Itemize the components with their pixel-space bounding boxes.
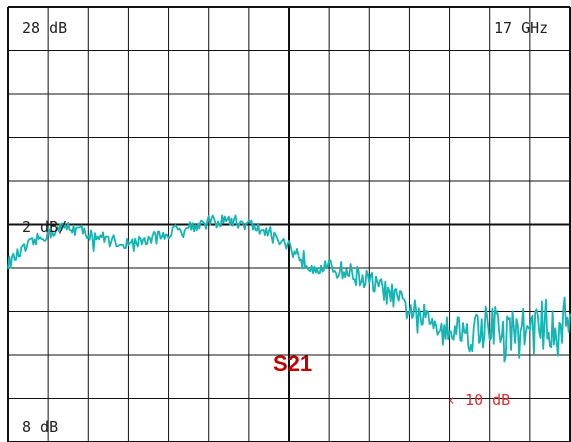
top-right-label: 17 GHz xyxy=(494,19,548,37)
trace-name: S21 xyxy=(273,351,312,376)
top-left-label: 28 dB xyxy=(22,19,67,37)
plot-grid xyxy=(7,6,571,442)
scale-label: 2 dB/ xyxy=(22,218,67,236)
bottom-left-label: 8 dB xyxy=(22,418,58,436)
s21-trace xyxy=(7,214,571,363)
reference-marker-label: ‹ 10 dB xyxy=(447,391,510,409)
